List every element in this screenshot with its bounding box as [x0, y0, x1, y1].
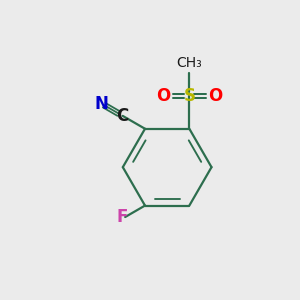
- Text: CH₃: CH₃: [176, 56, 202, 70]
- Text: O: O: [208, 87, 223, 105]
- Text: F: F: [117, 208, 128, 226]
- Text: N: N: [95, 95, 109, 113]
- Text: O: O: [156, 87, 170, 105]
- Text: S: S: [183, 87, 195, 105]
- Text: C: C: [117, 107, 129, 125]
